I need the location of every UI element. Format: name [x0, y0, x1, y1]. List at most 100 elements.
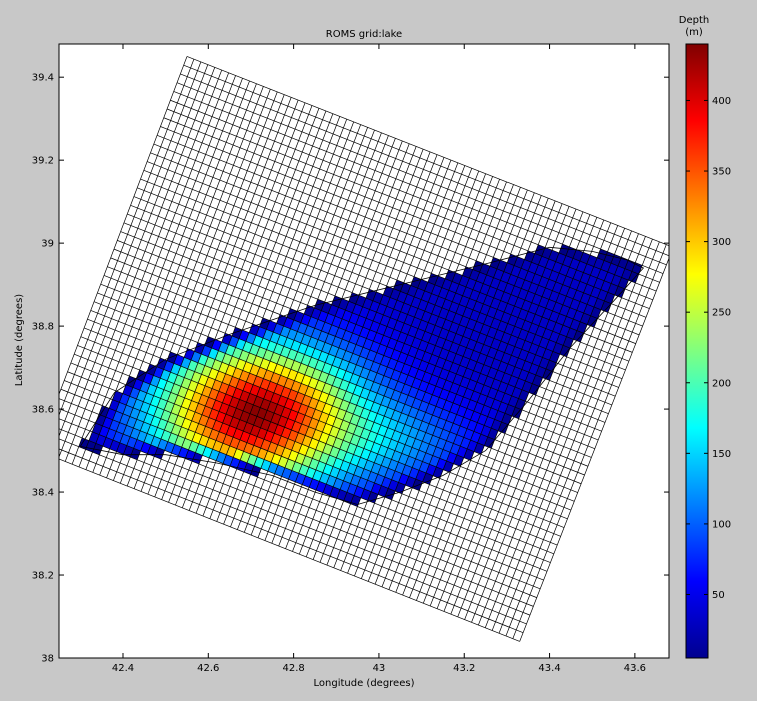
grid-line — [183, 64, 669, 257]
y-axis-ticks: 38 38.2 38.4 38.6 38.8 39 39.2 39.4 — [32, 73, 669, 665]
grid-line — [59, 56, 188, 396]
grid-line — [367, 187, 521, 582]
grid-line — [195, 119, 348, 514]
grid-line — [153, 143, 640, 336]
x-axis-label: Longitude (degrees) — [314, 678, 415, 689]
grid-line — [491, 236, 646, 631]
grid-line — [416, 206, 570, 601]
colorbar-tick-label: 100 — [712, 519, 731, 530]
grid-line — [119, 89, 271, 484]
grid-line — [64, 380, 548, 572]
grid-line — [59, 61, 202, 438]
colorbar-ticks: 50 100 150 200 250 300 350 400 — [686, 96, 731, 601]
grid-line — [505, 241, 660, 637]
grid-line — [223, 129, 375, 525]
grid-line — [180, 73, 667, 266]
y-tick-label: 39.4 — [32, 73, 54, 84]
grid-line — [127, 213, 612, 406]
grid-line — [107, 266, 592, 458]
grid-line — [429, 211, 584, 607]
grid-line — [271, 149, 424, 544]
grid-line — [74, 353, 558, 546]
y-tick-label: 38.4 — [32, 488, 54, 499]
grid-line — [374, 189, 528, 585]
grid-line — [186, 56, 669, 246]
grid-line — [471, 228, 625, 623]
grid-line — [97, 292, 582, 485]
grid-line — [161, 105, 313, 500]
grid-line — [78, 72, 229, 468]
colorbar-tick-label: 150 — [712, 449, 731, 460]
grid-line — [59, 448, 524, 633]
grid-line — [170, 99, 657, 292]
grid-line — [402, 200, 556, 596]
grid-line — [106, 83, 257, 478]
grid-line — [133, 196, 619, 388]
x-axis-ticks: 42.4 42.6 42.8 43 43.2 43.4 43.6 — [112, 44, 646, 674]
grid-line — [230, 132, 382, 528]
grid-line — [278, 151, 431, 547]
grid-line — [59, 438, 527, 625]
grid-line — [113, 86, 264, 481]
grid-line — [163, 117, 650, 309]
grid-line — [156, 134, 643, 327]
grid-line — [103, 275, 589, 467]
grid-line — [312, 165, 466, 560]
colorbar-units: (m) — [685, 27, 703, 38]
grid-line — [143, 169, 630, 362]
grid-line — [93, 301, 578, 493]
x-tick-label: 42.6 — [197, 663, 219, 674]
grid-line — [443, 217, 598, 612]
x-tick-label: 42.8 — [282, 663, 304, 674]
grid-line — [305, 162, 459, 558]
grid-line — [360, 184, 514, 579]
grid-line — [77, 345, 561, 537]
grid-line — [319, 168, 473, 563]
plot-frame — [58, 43, 670, 659]
grid-line — [140, 97, 292, 492]
grid-line — [257, 143, 410, 538]
grid-line — [130, 205, 616, 397]
grid-line — [168, 108, 320, 503]
grid-line — [123, 222, 609, 415]
colorbar — [685, 43, 709, 659]
grid-line — [285, 154, 438, 549]
grid-line — [326, 170, 480, 566]
grid-line — [176, 82, 664, 274]
grid-line — [299, 159, 452, 555]
grid-line — [92, 78, 243, 473]
grid-line — [333, 173, 487, 568]
grid-line — [59, 408, 537, 598]
grid-line — [60, 388, 544, 581]
grid-line — [59, 59, 195, 417]
lake-coastline — [79, 246, 645, 505]
colorbar-title: Depth — [679, 15, 709, 26]
grid-line — [292, 157, 445, 552]
grid-line — [484, 233, 639, 628]
grid-line — [140, 178, 626, 371]
grid-line — [498, 238, 653, 634]
grid-line — [347, 179, 500, 574]
grid-line — [126, 91, 278, 487]
grid-line — [512, 244, 667, 639]
grid-line — [85, 75, 236, 470]
grid-line — [147, 161, 633, 353]
grid-line — [166, 108, 653, 301]
grid-line — [99, 80, 250, 476]
y-tick-label: 38 — [41, 654, 54, 665]
grid-line — [388, 195, 542, 590]
grid-line — [202, 121, 355, 517]
grid-line — [381, 192, 535, 588]
grid-line — [173, 91, 660, 283]
grid-line — [519, 257, 669, 642]
y-tick-label: 38.6 — [32, 405, 54, 416]
grid-line — [188, 116, 341, 511]
y-tick-label: 38.2 — [32, 571, 54, 582]
grid-line — [137, 187, 623, 379]
y-tick-label: 39.2 — [32, 156, 54, 167]
grid-line — [59, 458, 520, 642]
y-tick-label: 38.8 — [32, 322, 54, 333]
y-axis-label: Latitude (degrees) — [14, 294, 25, 386]
grid-line — [457, 222, 612, 617]
